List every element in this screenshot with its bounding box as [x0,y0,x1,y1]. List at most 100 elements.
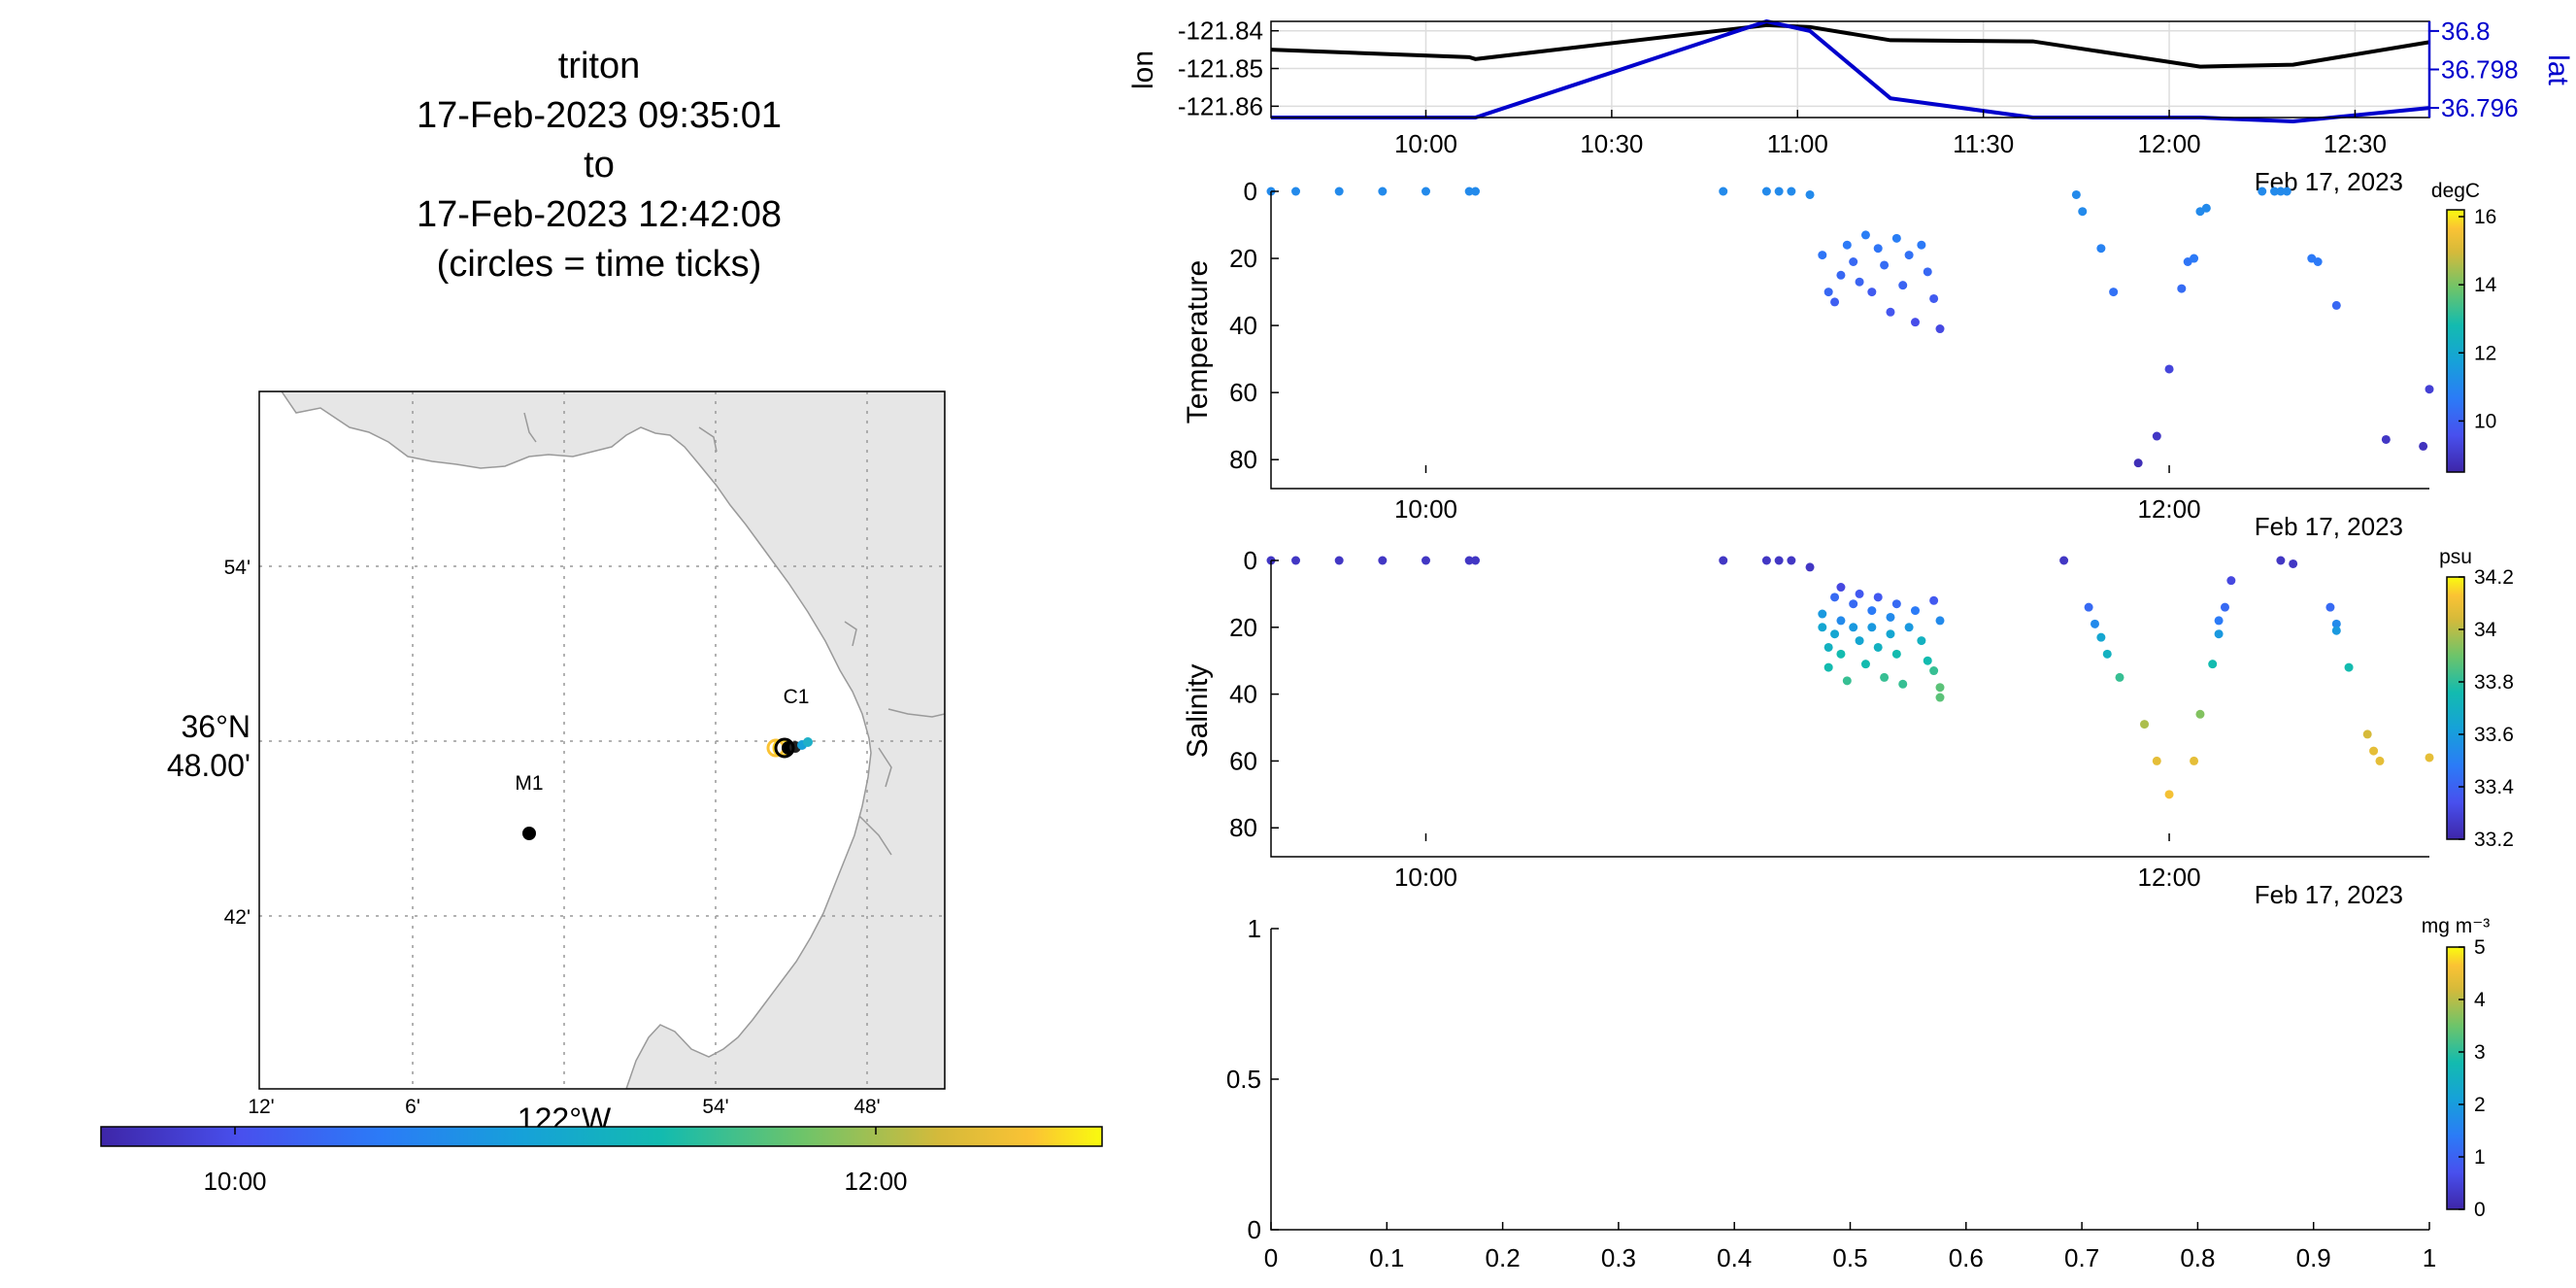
temperature-colorbar-unit: degC [2431,180,2480,202]
chlorophyll-x-tick-label: 0 [1264,1243,1278,1272]
chlorophyll-y-tick-label: 1 [1248,914,1261,943]
chlorophyll-colorbar-tick-label: 1 [2474,1146,2486,1169]
temperature-x-tick-label: 10:00 [1394,494,1457,524]
temperature-data-point [2078,207,2088,217]
temperature-data-point [1421,186,1430,196]
salinity-data-point [1910,606,1920,616]
salinity-y-tick-label: 20 [1229,613,1257,642]
map-lat-tick-42: 42' [224,906,251,929]
lonlat-x-tick-label: 12:30 [2324,129,2387,158]
salinity-data-point [2362,729,2372,739]
temperature-data-point [1860,230,1870,240]
chlorophyll-x-tick-label: 0.3 [1601,1243,1636,1272]
salinity-data-point [1929,666,1939,676]
title-line-5: (circles = time ticks) [437,244,762,285]
lonlat-y-tick-label-right: 36.8 [2441,17,2491,46]
chlorophyll-colorbar [2446,946,2465,1210]
temperature-data-point [2071,189,2081,199]
map-river-2 [698,426,718,453]
temperature-y-tick-label: 0 [1244,177,1257,206]
salinity-data-point [2214,629,2224,639]
chlorophyll-x-tick-label: 0.6 [1949,1243,1984,1272]
temperature-data-point [2331,300,2341,310]
salinity-data-point [2344,662,2354,672]
salinity-y-tick-label: 40 [1229,680,1257,709]
salinity-data-point [1929,595,1939,605]
temperature-data-point [1774,186,1784,196]
lonlat-y-tick-label-left: -121.86 [1178,91,1263,120]
temperature-data-point [1805,189,1815,199]
salinity-data-point [1873,593,1883,602]
temperature-data-point [2177,284,2187,293]
salinity-data-point [1849,623,1858,632]
salinity-data-point [1867,623,1877,632]
chlorophyll-colorbar-tick-label: 0 [2474,1199,2486,1221]
temperature-data-point [1719,186,1728,196]
salinity-data-point [1891,649,1901,659]
map-gridlines [259,391,945,1089]
temperature-data-point [2133,458,2143,468]
temperature-data-point [2190,254,2199,263]
temperature-y-tick-label: 20 [1229,244,1257,273]
salinity-data-point [1836,583,1846,593]
temperature-data-point [1291,186,1301,196]
salinity-data-point [1867,606,1877,616]
salinity-data-point [2164,790,2174,799]
map-lon-tick-6: 6' [405,1096,420,1118]
lonlat-x-tick-label: 10:00 [1394,129,1457,158]
salinity-data-point [1886,629,1895,639]
time-colorbar [100,1126,1103,1147]
temperature-data-point [1867,288,1877,297]
temperature-data-point [1891,233,1901,243]
salinity-colorbar-tick-label: 34.2 [2474,566,2514,589]
temperature-data-point [1464,186,1474,196]
salinity-colorbar-tick-label: 34 [2474,619,2497,641]
lonlat-y-tick-label-left: -121.85 [1178,54,1263,84]
salinity-data-point [1823,662,1833,672]
salinity-data-point [1830,629,1840,639]
chlorophyll-colorbar-tick-label: 2 [2474,1094,2486,1116]
temperature-colorbar [2446,209,2465,473]
salinity-data-point [1787,556,1796,565]
temperature-data-point [2276,186,2286,196]
lonlat-x-tick-label: 11:30 [1953,129,2014,158]
map-lon-tick-54: 54' [702,1096,728,1118]
map-lon-tick-12: 12' [248,1096,274,1118]
station-m1-label: M1 [515,772,543,795]
map-lat-center-1: 36°N [182,709,251,744]
lonlat-ylabel-left: lon [1127,51,1159,89]
temperature-data-point [1818,251,1827,260]
temperature-data-point [1923,267,1932,277]
lonlat-y-tick-label-right: 36.796 [2441,93,2519,122]
salinity-data-point [1774,556,1784,565]
salinity-data-point [2289,559,2298,568]
track-tick-circle [774,737,795,759]
temperature-ylabel: Temperature [1182,260,1214,424]
chlorophyll-x-tick-label: 0.8 [2180,1243,2215,1272]
lonlat-gridlines [1271,21,2429,118]
temperature-data-point [1842,240,1852,250]
salinity-data-point [1291,556,1301,565]
chlorophyll-x-tick-label: 0.1 [1369,1243,1404,1272]
salinity-data-point [2325,602,2335,612]
map-river-4 [887,708,945,718]
lonlat-panel: 10:00 10:30 11:00 11:30 12:00 12:30 -121.84 -12… [1127,17,2574,196]
station-c1: C1 [766,686,813,759]
map-lat-tick-54: 54' [224,557,251,579]
temperature-data-point [2109,288,2119,297]
chlorophyll-colorbar-unit: mg m⁻³ [2422,915,2491,937]
salinity-data-point [1849,599,1858,609]
series-line-lon [1270,22,2430,69]
salinity-data-point [2276,556,2286,565]
salinity-data-point [2115,672,2124,682]
salinity-points [1266,556,2434,799]
salinity-data-point [1891,599,1901,609]
salinity-data-point [2190,756,2199,765]
temperature-data-point [2419,441,2428,451]
time-colorbar-label-1000: 10:00 [203,1167,266,1196]
temperature-x-tick-label: 12:00 [2138,494,2201,524]
temperature-data-point [2313,257,2323,266]
station-m1-marker [522,827,536,840]
salinity-data-point [1818,623,1827,632]
